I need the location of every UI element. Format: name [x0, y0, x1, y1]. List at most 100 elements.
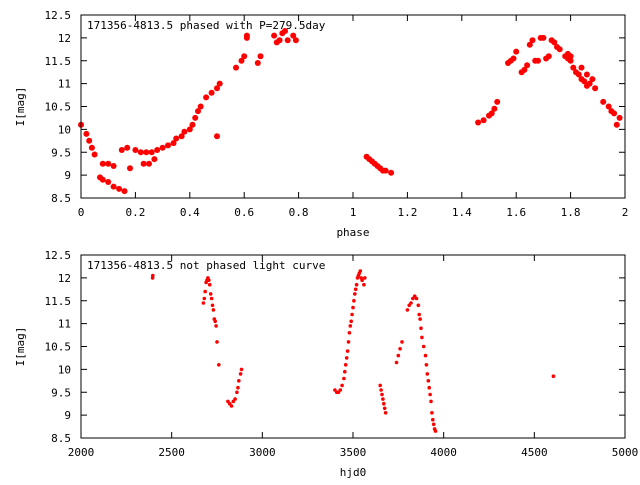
- phased-data-point: [197, 103, 204, 110]
- phased-data-point: [290, 32, 297, 39]
- unphased-y-tick-label: 9.5: [51, 386, 71, 399]
- unphased-data-point: [236, 385, 240, 390]
- phased-data-point: [257, 53, 264, 60]
- unphased-data-point: [417, 312, 422, 317]
- phased-data-point: [524, 62, 531, 69]
- phased-data-point: [195, 108, 201, 115]
- unphased-data-point: [342, 376, 346, 381]
- phased-data-point: [148, 149, 155, 156]
- unphased-data-point: [378, 383, 383, 388]
- unphased-data-point: [344, 356, 349, 360]
- unphased-y-axis-label: I[mag]: [14, 327, 27, 367]
- unphased-data-point: [350, 312, 354, 317]
- phased-y-tick-label: 10: [58, 123, 71, 136]
- phased-x-tick-label: 0.4: [180, 206, 200, 219]
- unphased-data-point: [201, 301, 206, 305]
- phased-data-point: [616, 114, 623, 121]
- phased-data-point: [143, 149, 150, 156]
- unphased-data-point: [396, 353, 401, 358]
- phased-x-tick-label: 2: [622, 206, 629, 219]
- unphased-data-point: [340, 383, 344, 388]
- phased-data-point: [556, 46, 563, 53]
- unphased-chart-title: 171356-4813.5 not phased light curve: [87, 259, 325, 272]
- phased-axis-ticks: 0 0.2 0.4 0.6 0.8 1 1.2 1.4 1.6 1.8 2 8.5 9 9.5 10 10.5…: [45, 9, 629, 219]
- phased-data-point: [151, 156, 158, 163]
- phased-y-tick-label: 9.5: [51, 146, 71, 159]
- unphased-data-point: [382, 406, 387, 411]
- unphased-data-point: [352, 299, 356, 303]
- phased-data-point: [192, 114, 199, 121]
- unphased-x-tick-label: 2000: [68, 446, 95, 459]
- phased-data-point: [578, 64, 585, 71]
- phased-y-tick-label: 8.5: [51, 192, 71, 205]
- phased-data-point: [154, 147, 161, 153]
- phased-data-point: [238, 57, 245, 64]
- phased-data-point: [178, 133, 185, 140]
- phased-data-point: [567, 57, 574, 64]
- unphased-data-point: [209, 296, 214, 301]
- unphased-data-point: [151, 273, 155, 278]
- phased-data-point: [127, 165, 133, 172]
- phased-data-point: [540, 34, 547, 41]
- unphased-data-point: [207, 278, 211, 283]
- unphased-data-point: [229, 404, 234, 408]
- unphased-data-point: [354, 282, 359, 287]
- phased-y-tick-label: 12.5: [45, 9, 72, 22]
- unphased-data-point: [426, 379, 431, 383]
- unphased-data-point: [400, 340, 404, 344]
- unphased-data-point: [351, 305, 355, 310]
- unphased-points: [150, 269, 556, 433]
- unphased-data-point: [429, 399, 433, 404]
- phased-y-tick-label: 9: [64, 169, 71, 182]
- phased-data-point: [233, 64, 239, 71]
- phased-data-point: [99, 176, 106, 183]
- unphased-data-point: [343, 363, 348, 367]
- unphased-data-point: [394, 360, 399, 365]
- unphased-data-point: [358, 269, 363, 273]
- phased-data-point: [124, 144, 131, 151]
- unphased-data-point: [362, 282, 366, 287]
- unphased-x-tick-label: 3500: [340, 446, 367, 459]
- phased-data-point: [581, 78, 588, 85]
- unphased-data-point: [215, 340, 219, 344]
- phased-x-tick-label: 1.6: [506, 206, 526, 219]
- phased-data-point: [282, 28, 288, 34]
- unphased-data-point: [418, 317, 422, 321]
- unphased-data-point: [420, 335, 424, 340]
- phased-data-point: [480, 117, 487, 124]
- phased-data-point: [146, 160, 152, 167]
- unphased-y-tick-label: 9: [64, 409, 71, 422]
- unphased-data-point: [237, 379, 241, 383]
- phased-data-point: [165, 142, 171, 149]
- phased-data-point: [513, 48, 520, 55]
- unphased-data-point: [207, 282, 212, 287]
- phased-plot-frame: [80, 14, 626, 199]
- phased-chart-title: 171356-4813.5 phased with P=279.5day: [87, 19, 326, 32]
- phased-data-point: [110, 163, 117, 169]
- phased-data-point: [86, 137, 93, 144]
- phased-data-point: [243, 32, 250, 39]
- unphased-x-tick-label: 5000: [612, 446, 639, 459]
- unphased-y-tick-label: 11: [58, 318, 71, 331]
- unphased-data-point: [345, 349, 350, 353]
- phased-data-point: [186, 126, 193, 133]
- phased-y-tick-label: 11.5: [45, 55, 72, 68]
- phased-data-point: [208, 89, 215, 96]
- phased-data-point: [170, 140, 177, 147]
- unphased-data-point: [211, 308, 216, 312]
- phased-data-point: [140, 160, 147, 167]
- phased-data-point: [271, 32, 278, 39]
- phased-data-point: [491, 105, 498, 112]
- phased-y-axis-label: I[mag]: [14, 87, 27, 127]
- phased-data-point: [605, 103, 612, 110]
- phased-data-point: [567, 53, 574, 60]
- unphased-data-point: [380, 392, 384, 397]
- unphased-data-point: [431, 422, 436, 427]
- phased-y-tick-label: 11: [58, 78, 71, 91]
- unphased-data-point: [551, 374, 556, 379]
- unphased-data-point: [360, 278, 364, 283]
- phased-data-point: [611, 110, 618, 117]
- phased-data-point: [545, 53, 552, 60]
